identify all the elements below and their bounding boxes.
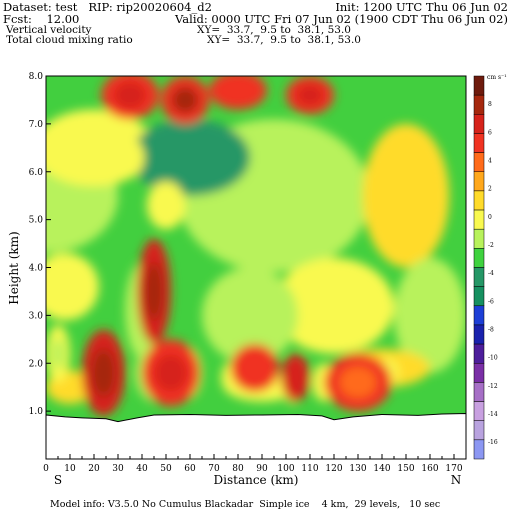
colorbar-swatch [473, 401, 485, 421]
y-axis: 1.0 2.0 3.0 4.0 5.0 6.0 7.0 8.0 [29, 72, 51, 417]
colorbar-label: 0 [488, 214, 492, 221]
x-tick-label: 90 [256, 464, 268, 474]
y-tick-label: 1.0 [29, 407, 44, 417]
field-cell-core [91, 349, 116, 397]
field-cell-core [339, 366, 377, 399]
field-band [362, 123, 450, 268]
colorbar-swatch [473, 248, 485, 268]
x-tick-label: 70 [208, 464, 220, 474]
x-tick-label: 20 [88, 464, 100, 474]
dataset-label: Dataset: test RIP: rip20020604_d2 [3, 0, 212, 14]
colorbar-swatch [473, 286, 485, 307]
x-tick-label: 170 [445, 464, 462, 474]
field-cell-core [296, 84, 324, 106]
x-tick-label: 10 [64, 464, 76, 474]
colorbar-label: -2 [488, 242, 494, 249]
x-tick-label: 140 [373, 464, 390, 474]
y-tick-label: 5.0 [29, 216, 44, 226]
field-cell-core [144, 262, 164, 321]
y-tick-label: 3.0 [29, 311, 44, 321]
field-cell-core [122, 146, 138, 168]
field-band [394, 257, 466, 373]
colorbar-swatch [473, 133, 485, 153]
colorbar-label: -14 [488, 411, 498, 418]
field-band [130, 119, 250, 196]
init-time-label: Init: 1200 UTC Thu 06 Jun 02 [335, 0, 508, 14]
colorbar-swatch [473, 305, 485, 326]
x-axis: 0 10 20 30 40 50 60 70 80 90 100 110 120 130 140 150 160… [43, 454, 463, 474]
x-tick-label: 80 [232, 464, 244, 474]
field-band [274, 257, 394, 354]
colorbar: 8 6 4 2 0 -2 -4 -6 -8 -10 -12 -14 -16 [473, 75, 498, 460]
y-tick-label: 6.0 [29, 168, 44, 178]
colorbar-swatch [473, 420, 485, 441]
cross-section-coords-1: XY= 33.7, 9.5 to 38.1, 53.0 [197, 24, 351, 36]
colorbar-swatch [473, 190, 485, 211]
colorbar-swatch [473, 267, 485, 287]
valid-time-label: Valid: 0000 UTC Fri 07 Jun 02 (1900 CDT … [175, 12, 508, 26]
colorbar-units: cm s⁻¹ [487, 74, 507, 81]
colorbar-label: -16 [488, 439, 498, 446]
x-tick-label: 0 [43, 464, 49, 474]
x-tick-label: 160 [421, 464, 438, 474]
x-tick-label: 50 [160, 464, 172, 474]
x-tick-label: 150 [397, 464, 414, 474]
y-tick-label: 7.0 [29, 120, 44, 130]
colorbar-label: 2 [488, 186, 492, 193]
colorbar-swatch [473, 363, 485, 383]
model-info: Model info: V3.5.0 No Cumulus Blackadar … [50, 499, 441, 510]
colorbar-swatch [473, 324, 485, 345]
colorbar-swatch [473, 114, 485, 134]
colorbar-swatch [473, 209, 485, 230]
colorbar-swatch [473, 228, 485, 249]
field-cell-core [241, 354, 268, 382]
forecast-hour-label: Fcst: 12.00 [3, 12, 80, 26]
cross-section-coords-2: XY= 33.7, 9.5 to 38.1, 53.0 [207, 34, 361, 46]
x-tick-label: 40 [136, 464, 148, 474]
y-axis-label: Height (km) [7, 231, 21, 304]
x-tick-label: 120 [325, 464, 342, 474]
y-tick-label: 2.0 [29, 359, 44, 369]
colorbar-label: -6 [488, 298, 494, 305]
end-label-s: S [54, 473, 62, 487]
colorbar-swatch [473, 439, 485, 460]
field-cell-core [287, 364, 304, 391]
field-cell-core [114, 81, 146, 109]
colorbar-label: 8 [488, 101, 492, 108]
field-band [202, 267, 298, 364]
colorbar-label: 4 [488, 157, 492, 164]
velocity-field [46, 76, 466, 459]
x-tick-label: 130 [349, 464, 366, 474]
colorbar-label: 6 [488, 129, 492, 136]
colorbar-label: -8 [488, 326, 494, 333]
field-cell-core [222, 79, 254, 101]
colorbar-swatch [473, 382, 485, 402]
field-name-vertical-velocity: Vertical velocity [6, 24, 92, 36]
y-tick-label: 8.0 [29, 72, 44, 82]
colorbar-swatch [473, 94, 485, 115]
x-tick-label: 110 [301, 464, 318, 474]
terrain [45, 413, 467, 460]
y-tick-label: 4.0 [29, 264, 44, 274]
colorbar-label: -10 [488, 355, 498, 362]
colorbar-label: -12 [488, 383, 498, 390]
field-cell-core [154, 354, 187, 392]
colorbar-label: -4 [488, 270, 494, 277]
field-name-cloud-mixing-ratio: Total cloud mixing ratio [6, 34, 133, 46]
x-tick-label: 60 [184, 464, 196, 474]
end-label-n: N [451, 473, 462, 487]
field-cell-core [46, 268, 84, 306]
x-tick-label: 30 [112, 464, 124, 474]
colorbar-swatch [473, 75, 485, 96]
colorbar-swatch [473, 343, 485, 364]
field-cell-core [172, 86, 199, 114]
field-cell-core [51, 337, 65, 370]
terrain-surface [45, 413, 467, 460]
x-axis-label: Distance (km) [214, 473, 299, 487]
colorbar-swatch [473, 152, 485, 173]
colorbar-swatch [473, 171, 485, 192]
x-tick-label: 100 [277, 464, 294, 474]
field-cell-core [155, 192, 177, 219]
